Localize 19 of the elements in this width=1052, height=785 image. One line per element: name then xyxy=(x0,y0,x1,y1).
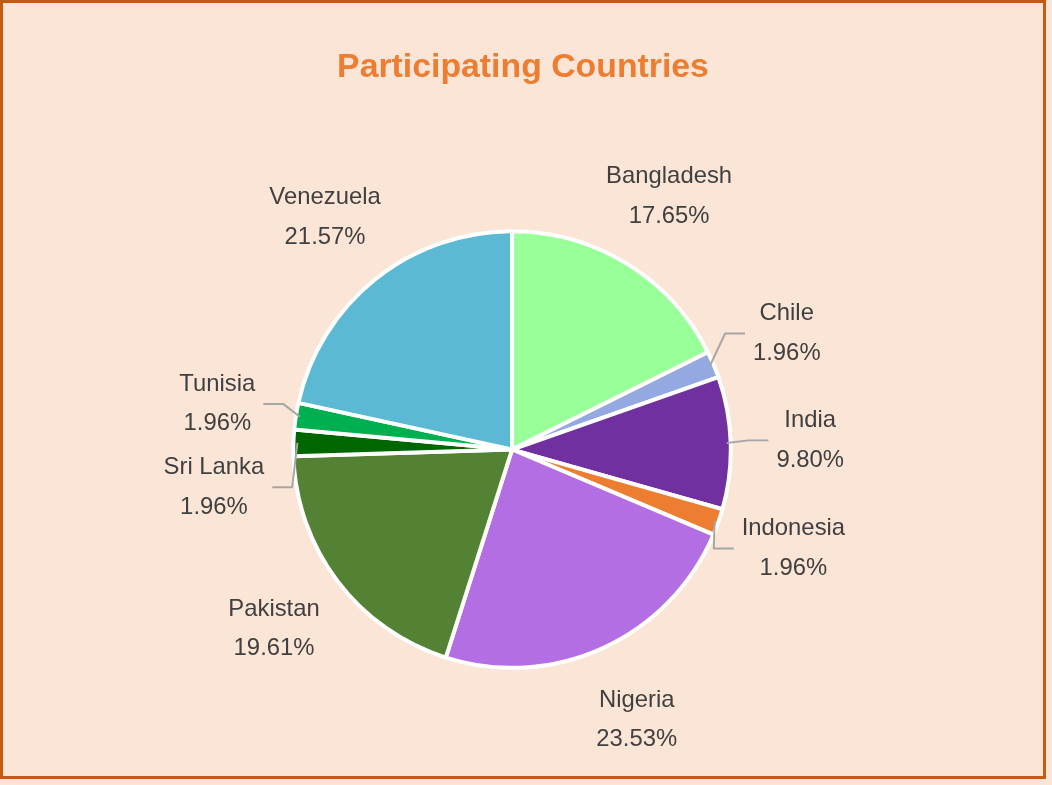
slice-label: Indonesia xyxy=(741,513,846,541)
data-label: 1.96% xyxy=(759,552,828,580)
slice-label: Pakistan xyxy=(228,593,320,621)
slice-label: Sri Lanka xyxy=(163,451,266,479)
data-label: 1.96% xyxy=(183,408,252,436)
data-label: 9.80% xyxy=(776,444,845,472)
data-label: 23.53% xyxy=(596,724,678,752)
chart-title: Participating Countries xyxy=(337,45,709,84)
slice-label: Nigeria xyxy=(598,684,676,712)
data-label: 1.96% xyxy=(180,491,248,519)
data-label: 21.57% xyxy=(284,222,366,250)
slice-label: Tunisia xyxy=(179,368,257,396)
data-label: 19.61% xyxy=(233,633,315,661)
data-label: 1.96% xyxy=(752,337,821,365)
slice-label: Chile xyxy=(759,298,814,326)
slice-label: India xyxy=(784,405,837,433)
data-label: 17.65% xyxy=(628,200,710,228)
slice-label: Venezuela xyxy=(269,182,382,210)
slice-label: Bangladesh xyxy=(606,161,733,189)
